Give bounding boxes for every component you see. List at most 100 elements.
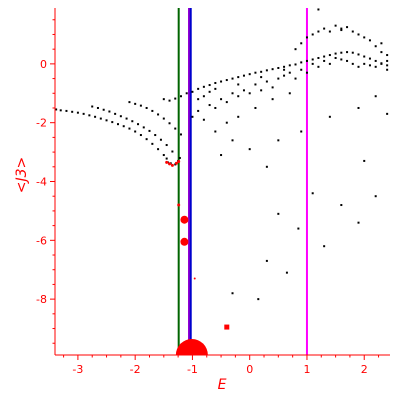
data-marker <box>177 203 181 207</box>
data-point <box>311 62 314 65</box>
data-point <box>157 148 160 151</box>
data-point <box>105 119 108 122</box>
data-point <box>305 36 308 39</box>
data-point <box>214 106 217 109</box>
data-point <box>76 111 79 114</box>
data-point <box>311 58 314 61</box>
data-point <box>323 59 326 62</box>
data-point <box>380 62 383 65</box>
data-point <box>363 159 366 162</box>
data-point-red <box>170 163 174 167</box>
data-point <box>151 142 154 145</box>
data-point <box>197 98 200 101</box>
data-point <box>231 292 234 295</box>
data-point <box>231 77 234 80</box>
data-point <box>214 87 217 90</box>
data-marker <box>180 237 189 246</box>
data-point <box>311 33 314 36</box>
data-point <box>380 51 383 54</box>
data-point <box>82 112 85 115</box>
data-point <box>300 68 303 71</box>
data-point <box>340 29 343 32</box>
data-point <box>368 39 371 42</box>
data-point <box>374 195 377 198</box>
data-point <box>277 66 280 69</box>
data-point <box>277 77 280 80</box>
data-point <box>363 36 366 39</box>
data-point <box>122 125 125 128</box>
data-point <box>88 114 91 117</box>
data-point <box>248 73 251 76</box>
data-point <box>334 56 337 59</box>
data-point <box>55 108 58 111</box>
data-point <box>231 92 234 95</box>
data-point-red <box>177 160 181 164</box>
y-tick-label: -4 <box>36 176 47 189</box>
data-point <box>288 92 291 95</box>
data-point <box>171 150 174 153</box>
vertical-lines <box>177 8 308 355</box>
data-point <box>297 227 300 230</box>
data-point <box>351 51 354 54</box>
x-tick-label: 0 <box>246 363 253 376</box>
data-point <box>260 89 263 92</box>
data-point <box>317 65 320 68</box>
data-point <box>351 62 354 65</box>
data-point <box>288 71 291 74</box>
x-tick-label: 1 <box>303 363 310 376</box>
data-point <box>305 71 308 74</box>
data-point <box>137 123 140 126</box>
data-point <box>386 64 389 67</box>
data-point <box>363 55 366 58</box>
data-point <box>323 55 326 58</box>
data-point <box>214 130 217 133</box>
data-point <box>162 98 165 101</box>
data-point <box>179 95 182 98</box>
data-point <box>340 58 343 61</box>
data-point <box>185 92 188 95</box>
data-point <box>374 95 377 98</box>
data-point <box>134 130 137 133</box>
data-point <box>300 61 303 64</box>
data-point <box>242 74 245 77</box>
data-point-red <box>165 160 169 164</box>
data-point <box>386 68 389 71</box>
data-point <box>254 83 257 86</box>
data-point <box>111 121 114 124</box>
data-point <box>225 101 228 104</box>
data-point <box>328 30 331 33</box>
data-point <box>220 154 223 157</box>
data-point <box>340 27 343 30</box>
data-point <box>334 24 337 27</box>
data-point <box>237 115 240 118</box>
y-tick-label: -8 <box>36 293 47 306</box>
data-point <box>139 134 142 137</box>
data-point <box>283 65 286 68</box>
data-point <box>374 59 377 62</box>
data-point <box>265 165 268 168</box>
data-point <box>145 138 148 141</box>
data-point <box>102 108 105 111</box>
data-point <box>271 68 274 71</box>
data-point <box>248 148 251 151</box>
data-point <box>386 54 389 57</box>
data-marker <box>224 324 230 330</box>
data-point <box>128 127 131 130</box>
data-point <box>231 139 234 142</box>
data-point <box>260 70 263 73</box>
data-point <box>202 95 205 98</box>
data-point <box>346 26 349 29</box>
data-point <box>288 64 291 67</box>
data-point <box>134 102 137 105</box>
data-point <box>380 42 383 45</box>
data-point <box>142 126 145 129</box>
data-point <box>277 139 280 142</box>
data-point <box>191 90 194 93</box>
data-point <box>108 110 111 113</box>
data-point <box>208 104 211 107</box>
data-point <box>94 115 97 118</box>
data-point <box>265 259 268 262</box>
data-marker <box>193 277 196 280</box>
y-tick-label: 0 <box>40 58 47 71</box>
data-point <box>168 99 171 102</box>
